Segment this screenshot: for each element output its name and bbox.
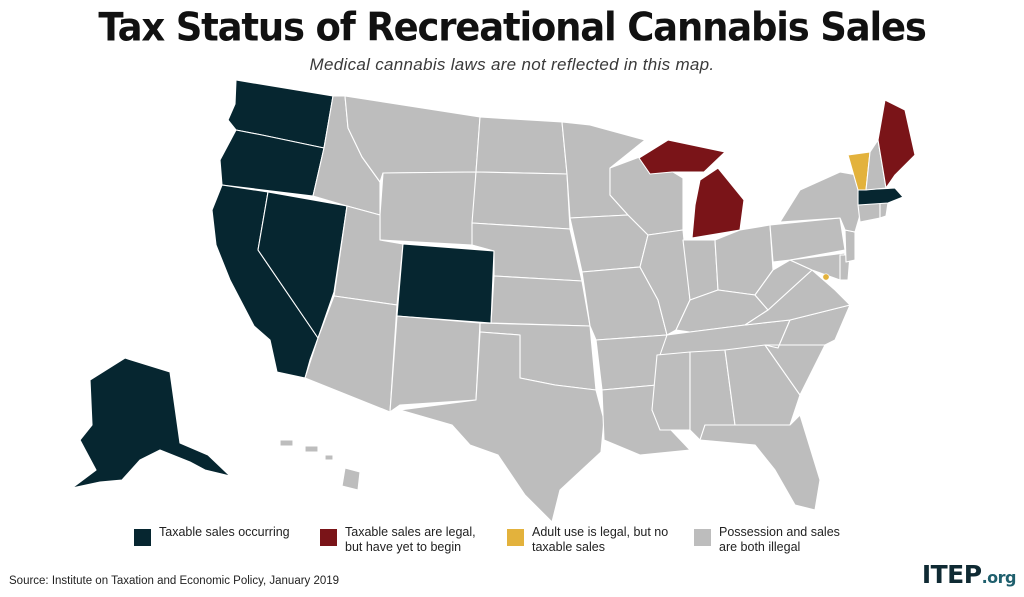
state-AK[interactable] [71, 357, 231, 489]
legend-item-adult-use-no-sales: Adult use is legal, but no taxable sales [507, 525, 668, 555]
legend-label-taxable-occurring: Taxable sales occurring [159, 525, 290, 539]
state-HI[interactable] [279, 439, 361, 491]
state-WY[interactable] [379, 171, 477, 246]
state-RI[interactable] [879, 202, 889, 219]
logo-suffix: .org [981, 568, 1017, 587]
state-NV[interactable] [257, 191, 348, 339]
legend-label-legal-not-begun: Taxable sales are legal, but have yet to… [345, 525, 476, 554]
state-DC[interactable] [822, 273, 830, 281]
map-legend: Taxable sales occurring Taxable sales ar… [0, 525, 1024, 565]
state-CO[interactable] [396, 243, 495, 324]
state-CT[interactable] [857, 202, 881, 223]
source-note: Source: Institute on Taxation and Econom… [9, 575, 340, 587]
state-AZ[interactable] [304, 295, 398, 413]
state-NJ[interactable] [844, 229, 856, 263]
legend-swatch-illegal [694, 529, 711, 546]
state-SD[interactable] [471, 171, 571, 230]
state-ND[interactable] [475, 116, 568, 175]
legend-label-adult-use-no-sales: Adult use is legal, but no taxable sales [532, 525, 669, 554]
legend-swatch-taxable-occurring [134, 529, 151, 546]
legend-item-legal-not-begun: Taxable sales are legal, but have yet to… [320, 525, 476, 555]
legend-label-illegal: Possession and sales are both illegal [719, 525, 840, 554]
state-NM[interactable] [389, 315, 481, 413]
legend-item-illegal: Possession and sales are both illegal [694, 525, 840, 555]
legend-swatch-adult-use-no-sales [507, 529, 524, 546]
legend-swatch-legal-not-begun [320, 529, 337, 546]
state-MA[interactable] [857, 187, 904, 206]
map-title: Tax Status of Recreational Cannabis Sale… [98, 4, 927, 51]
state-GA[interactable] [724, 344, 801, 426]
state-KS[interactable] [490, 275, 591, 327]
map-subtitle: Medical cannabis laws are not reflected … [309, 55, 715, 74]
logo-main: ITEP [921, 560, 982, 589]
state-TX[interactable] [399, 331, 605, 523]
state-FL[interactable] [699, 414, 821, 511]
itep-logo[interactable]: ITEP.org [921, 560, 1017, 589]
state-MS[interactable] [651, 351, 691, 431]
legend-item-taxable-occurring: Taxable sales occurring [134, 525, 290, 546]
state-ME[interactable] [877, 99, 916, 189]
